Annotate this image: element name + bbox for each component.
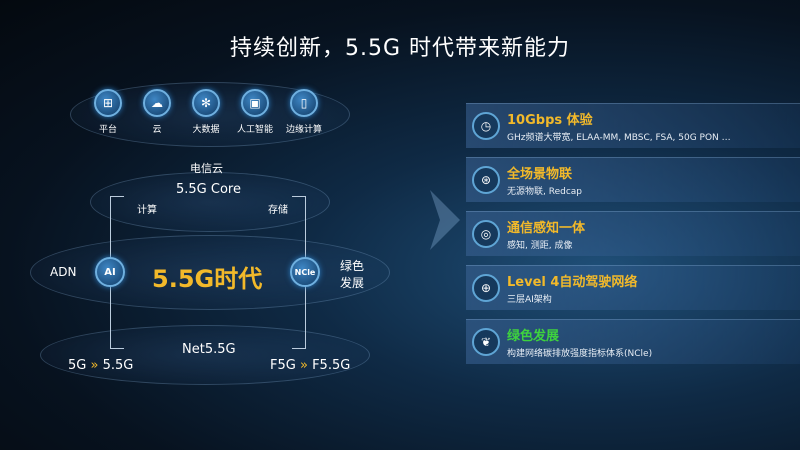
feature-card: ⊛ 全场景物联无源物联, Redcap [466,157,800,202]
arrow-icon: » [90,358,99,373]
top-icon-label: 大数据 [192,125,220,135]
iot-icon: ⊛ [472,166,500,194]
from-label: F5G [270,358,296,373]
feature-card: ◷ 10Gbps 体验 GHz频谱大带宽, ELAA-MM, MBSC, FSA, … [466,103,800,148]
bracket-tick [292,348,306,349]
card-subtitle: 感知, 测距, 成像 [507,241,573,251]
card-subtitle: 无源物联, Redcap [507,187,582,197]
arrow-icon: » [299,358,308,373]
card-title: 全场景物联 [507,167,573,182]
feature-card: ◎ 通信感知一体感知, 测距, 成像 [466,211,800,256]
network-globe-icon: ⊕ [472,274,500,302]
leaf-icon: ❦ [472,328,500,356]
middle-layer-ellipse [30,235,390,310]
ai-chip-icon: ▣ [241,89,269,117]
speed-icon: ◷ [472,112,500,140]
card-title: 10Gbps 体验 [507,113,593,128]
core-label: 5.5G Core [176,182,241,197]
page-title: 持续创新，5.5G 时代带来新能力 [229,36,571,61]
card-subtitle: 三层AI架构 [507,295,552,305]
edge-computing-icon: ▯ [290,89,318,117]
ai-node: AI [95,257,125,287]
feature-card: ❦ 绿色发展构建网络碳排放强度指标体系(NCle) [466,319,800,364]
platform-icon: ⊞ [94,89,122,117]
card-subtitle: 构建网络碳排放强度指标体系(NCle) [507,349,653,359]
top-icon-label: 边缘计算 [285,125,322,135]
telecom-cloud-label: 电信云 [190,162,223,175]
storage-label: 存储 [268,205,288,216]
card-title: Level 4自动驾驶网络 [507,275,638,290]
core-layer-ellipse [90,172,330,232]
top-icon-label: 平台 [98,125,117,135]
ncle-label: NCle [294,267,316,277]
ai-label: AI [104,266,116,278]
bracket-tick [110,196,124,197]
to-label: 5.5G [102,358,134,373]
bracket-tick [292,196,306,197]
card-title: 通信感知一体 [507,221,586,236]
chevron-right-icon [430,190,460,250]
card-subtitle: GHz频谱大带宽, ELAA-MM, MBSC, FSA, 50G PON … [507,133,731,143]
bottom-layer-ellipse [40,325,370,385]
top-icon-label: 云 [152,125,162,135]
top-icon-label: 人工智能 [236,125,273,135]
from-label: 5G [68,358,87,373]
center-title: 5.5G时代 [152,265,263,293]
bracket-tick [110,348,124,349]
big-data-icon: ✻ [192,89,220,117]
compute-label: 计算 [137,205,157,216]
net-label: Net5.5G [182,342,236,357]
feature-card: ⊕ Level 4自动驾驶网络三层AI架构 [466,265,800,310]
adn-label: ADN [50,265,77,279]
ncle-node: NCle [290,257,320,287]
to-label: F5.5G [312,358,351,373]
evolution-left: 5G » 5.5G [68,358,133,373]
sensing-icon: ◎ [472,220,500,248]
evolution-right: F5G » F5.5G [270,358,350,373]
green-label-2: 发展 [340,276,365,290]
card-title: 绿色发展 [507,329,560,344]
green-label-1: 绿色 [340,259,365,273]
cloud-icon: ☁ [143,89,171,117]
